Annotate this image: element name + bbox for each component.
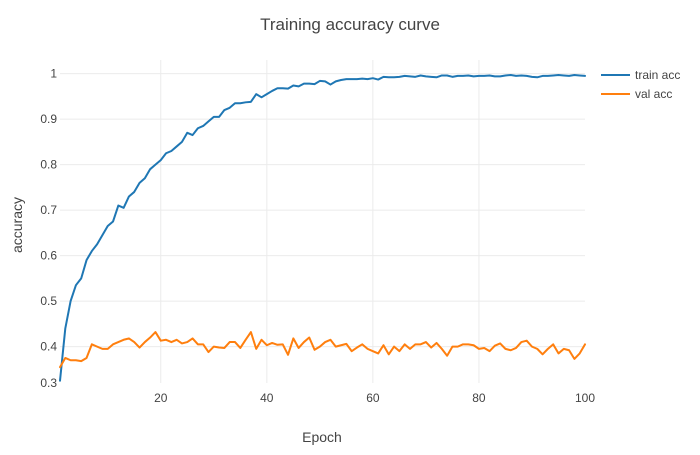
x-tick-label: 100 <box>575 391 595 405</box>
x-tick-label: 60 <box>366 391 380 405</box>
x-axis-label: Epoch <box>302 429 342 445</box>
x-gridlines <box>160 60 480 383</box>
y-tick-label: 0.6 <box>40 249 57 263</box>
y-tick-label: 0.3 <box>40 376 57 390</box>
x-tick-label: 80 <box>472 391 486 405</box>
series-lines <box>59 74 586 382</box>
x-tick-label: 20 <box>154 391 168 405</box>
series-line-val-acc <box>59 331 586 369</box>
y-tick-label: 0.9 <box>40 112 57 126</box>
y-gridlines <box>60 73 585 348</box>
legend: train acc val acc <box>601 68 680 101</box>
legend-label: val acc <box>635 87 672 101</box>
y-tick-labels: 0.3 0.4 0.5 0.6 0.7 0.8 0.9 1 <box>40 67 57 390</box>
y-tick-label: 1 <box>50 67 57 81</box>
y-axis-label: accuracy <box>9 197 25 253</box>
chart-title: Training accuracy curve <box>260 15 440 34</box>
legend-item[interactable]: train acc <box>601 68 680 82</box>
y-tick-label: 0.4 <box>40 340 57 354</box>
y-tick-label: 0.8 <box>40 158 57 172</box>
y-tick-label: 0.7 <box>40 203 57 217</box>
x-tick-labels: 20 40 60 80 100 <box>154 391 595 405</box>
x-tick-label: 40 <box>260 391 274 405</box>
legend-label: train acc <box>635 68 680 82</box>
series-line-train-acc <box>59 74 586 382</box>
y-tick-label: 0.5 <box>40 294 57 308</box>
legend-item[interactable]: val acc <box>601 87 672 101</box>
